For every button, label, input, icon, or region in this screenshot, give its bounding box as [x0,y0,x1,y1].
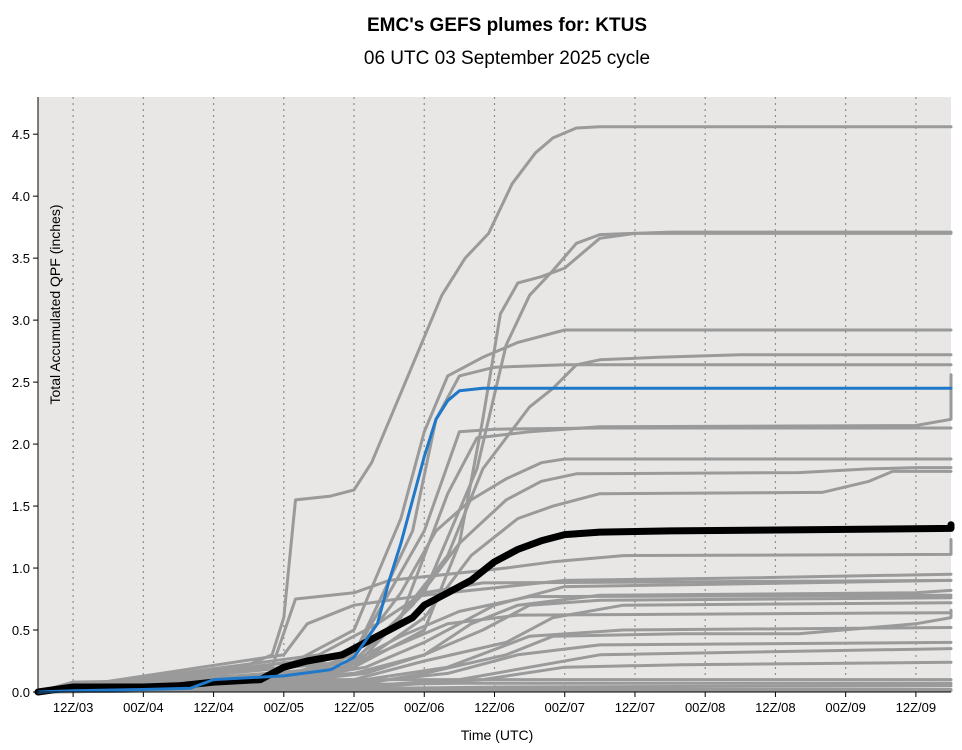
member-line [36,469,953,694]
x-tick-label: 12Z/04 [193,700,233,715]
member-line [36,593,953,694]
member-line [36,572,953,694]
x-tick-label: 00Z/08 [685,700,725,715]
y-tick-label: 0.0 [12,685,30,700]
axes: 0.0 0.5 1.0 1.5 2.0 2.5 3.0 3.5 4.0 4.5 12Z/03 00Z/… [12,97,951,715]
member-line [36,578,953,694]
control-line [36,386,953,694]
x-tick-label: 00Z/07 [544,700,584,715]
x-tick-label: 12Z/05 [334,700,374,715]
y-tick-label: 3.0 [12,313,30,328]
y-axis-label: Total Accumulated QPF (inches) [47,205,63,405]
x-tick-label: 12Z/03 [53,700,93,715]
x-tick-label: 00Z/05 [264,700,304,715]
member-line [36,678,953,694]
x-tick-label: 00Z/09 [825,700,865,715]
y-tick-label: 2.0 [12,437,30,452]
series-group [34,125,955,696]
x-tick-label: 12Z/06 [474,700,514,715]
x-tick-label: 12Z/08 [755,700,795,715]
chart-title: EMC's GEFS plumes for: KTUS [366,15,648,36]
chart-subtitle: 06 UTC 03 September 2025 cycle [363,48,651,69]
y-tick-label: 4.5 [12,127,30,142]
y-tick-label: 0.5 [12,623,30,638]
y-tick-label: 1.5 [12,499,30,514]
member-line [36,328,953,694]
x-axis-label: Time (UTC) [461,727,534,743]
x-tick-label: 00Z/04 [123,700,163,715]
y-tick-label: 1.0 [12,561,30,576]
y-tick-label: 3.5 [12,251,30,266]
member-line [36,538,953,694]
x-tick-label: 12Z/09 [896,700,936,715]
y-tick-label: 2.5 [12,375,30,390]
member-line [36,596,953,694]
x-tick-label: 00Z/06 [404,700,444,715]
x-tick-label: 12Z/07 [615,700,655,715]
y-tick-label: 4.0 [12,189,30,204]
member-line [36,626,953,694]
member-line [36,466,953,694]
member-line [36,660,953,694]
